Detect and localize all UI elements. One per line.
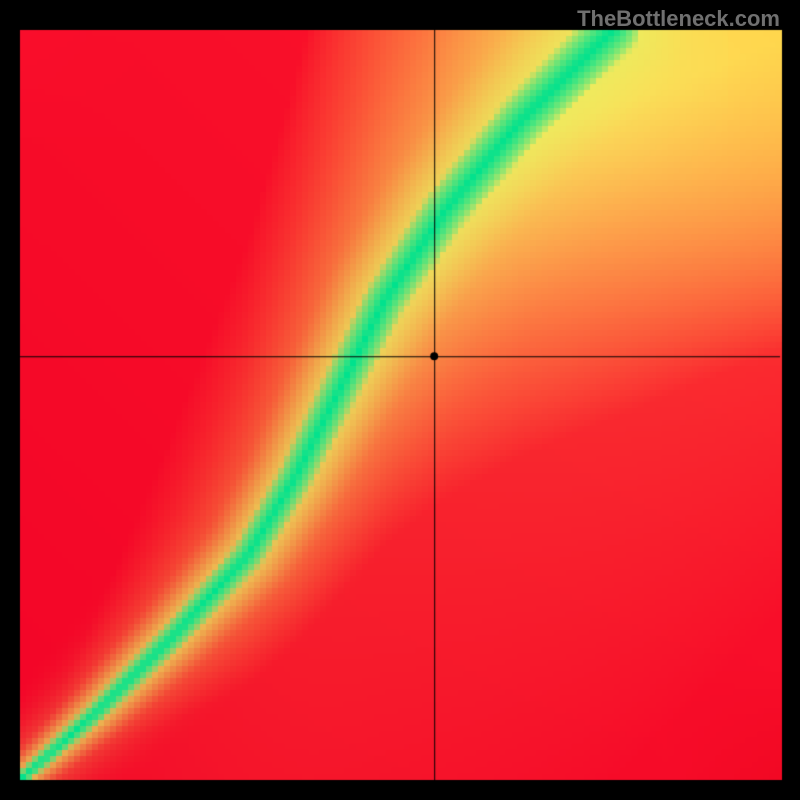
chart-container: TheBottleneck.com (0, 0, 800, 800)
heatmap-canvas (0, 0, 800, 800)
